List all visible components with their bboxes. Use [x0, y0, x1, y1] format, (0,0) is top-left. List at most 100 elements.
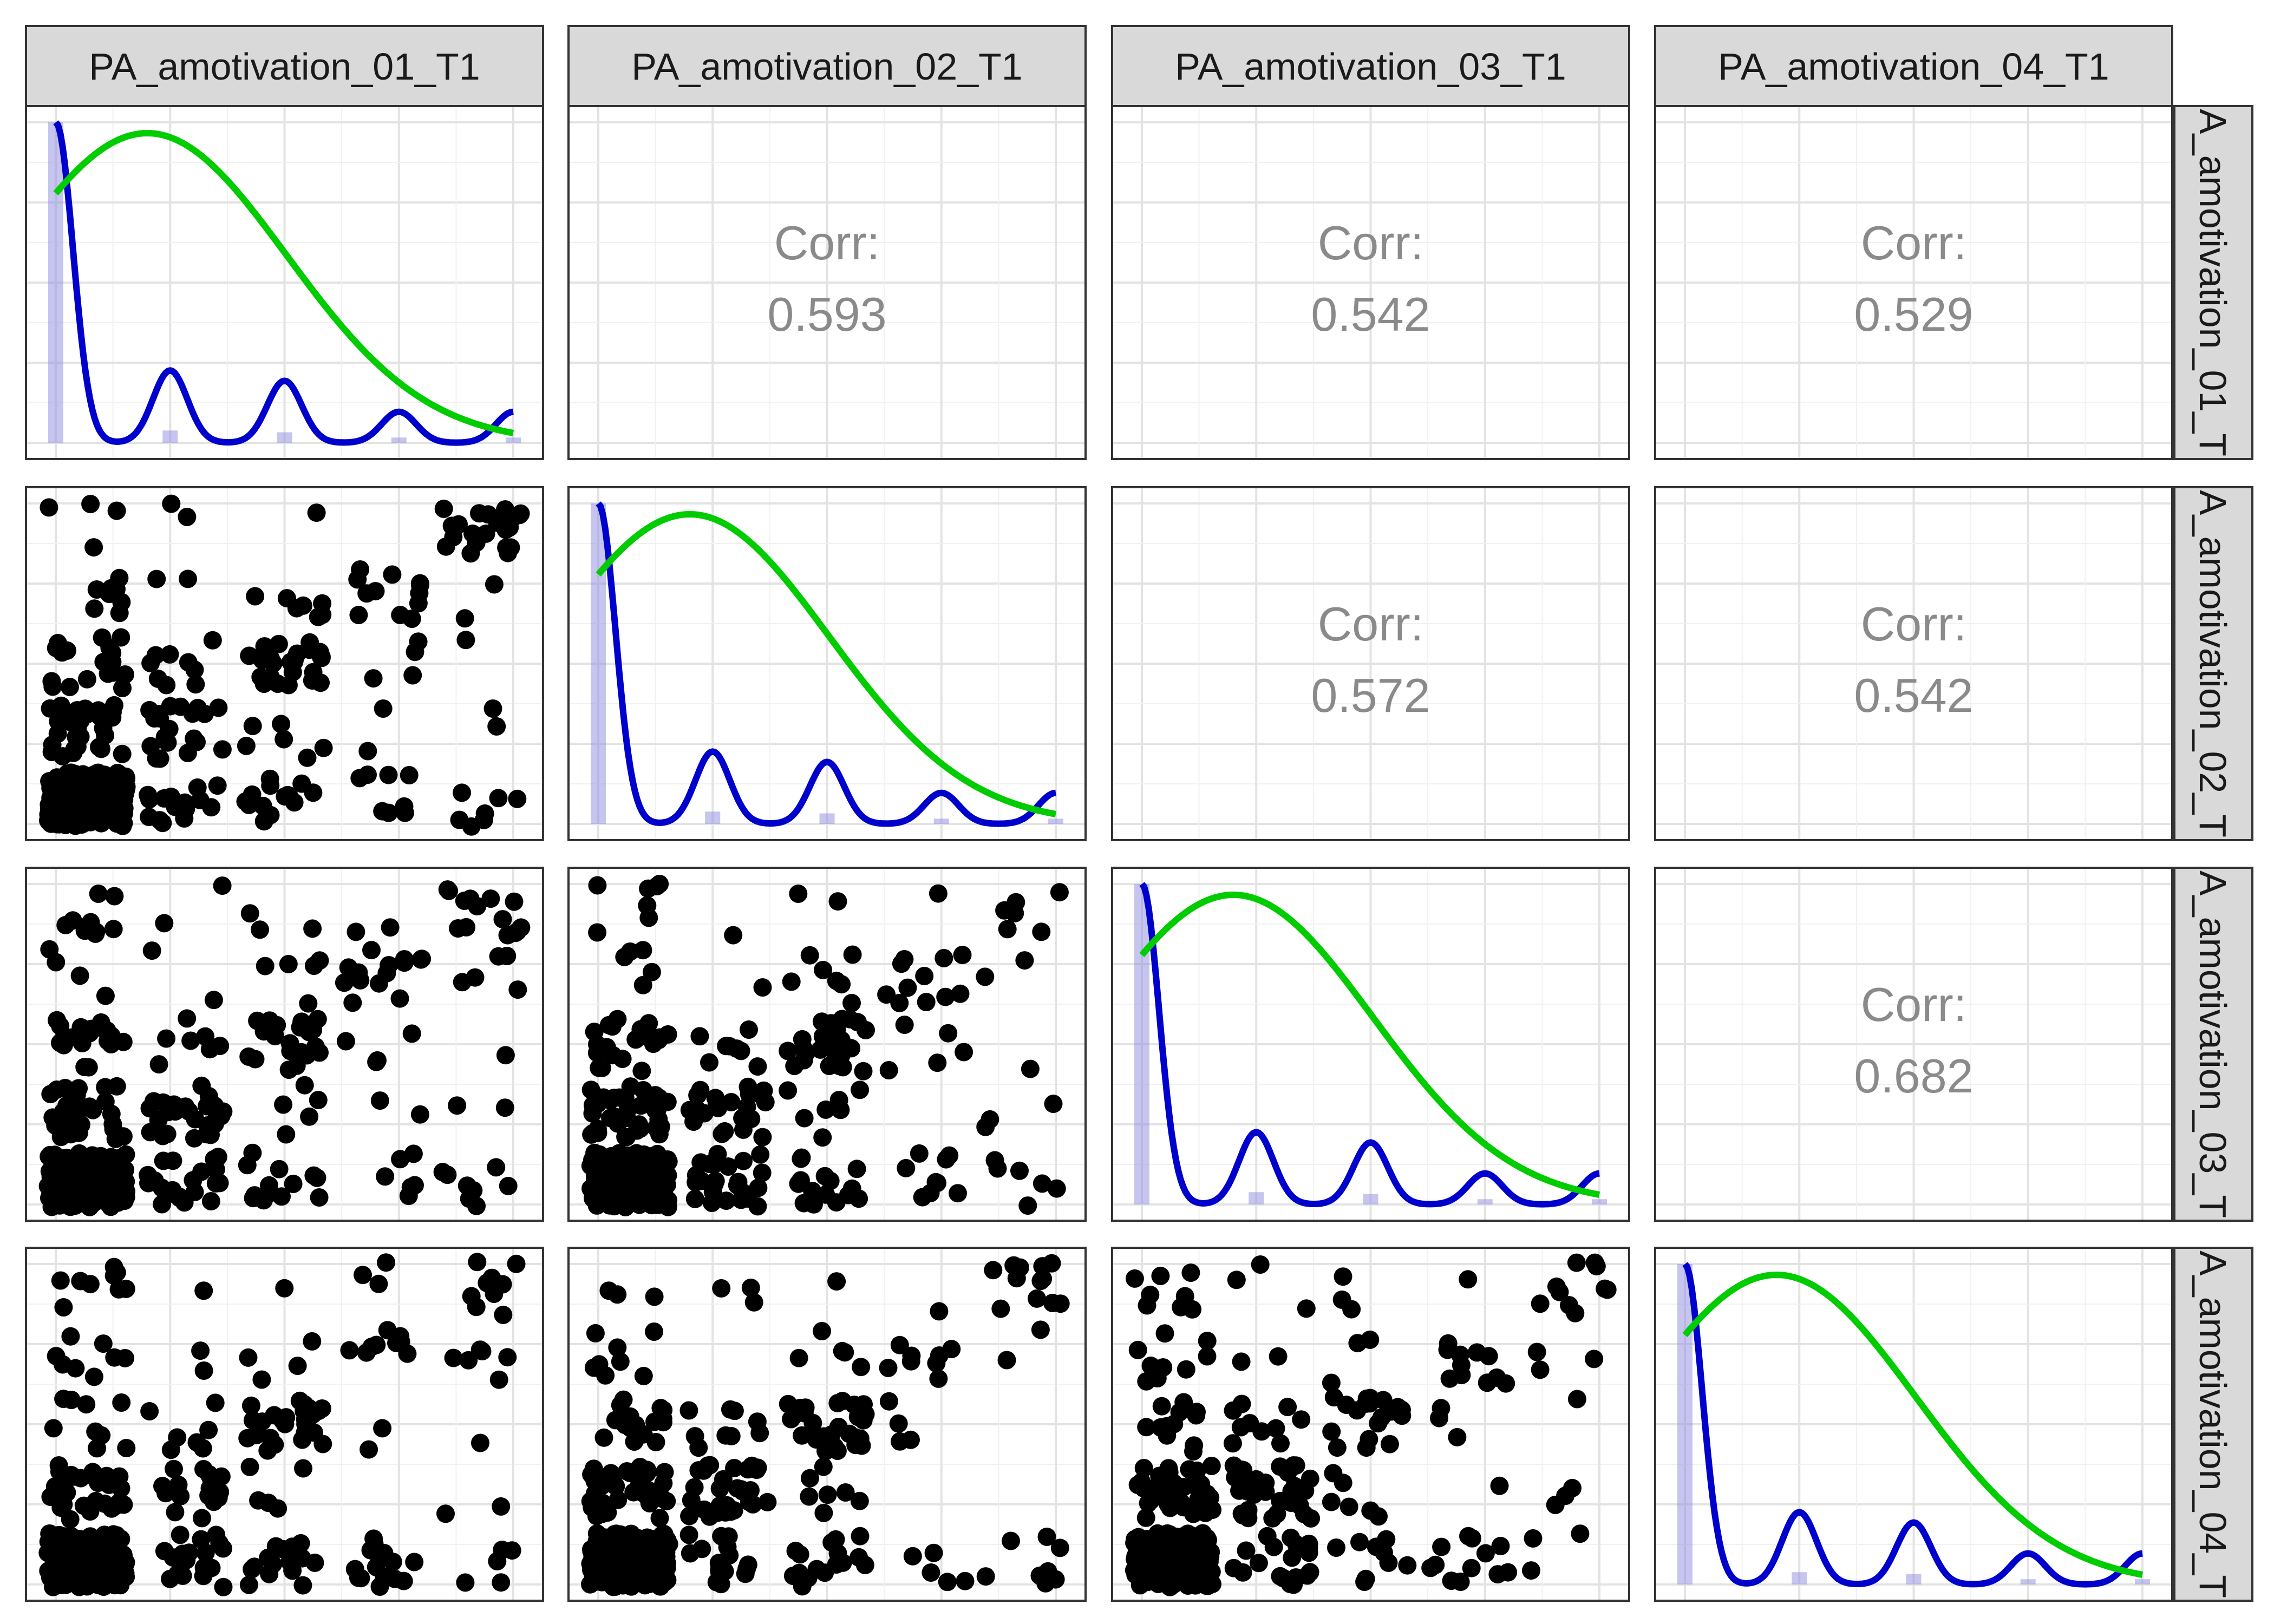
scatter-point: [77, 670, 96, 689]
scatter-point: [375, 1567, 393, 1586]
scatter-point: [842, 993, 861, 1012]
scatter-point: [69, 1079, 88, 1098]
scatter-point: [898, 978, 917, 997]
scatter-point: [706, 1171, 725, 1190]
scatter-point: [1440, 1369, 1459, 1388]
scatter-point: [729, 1173, 748, 1191]
scatter-point: [395, 797, 414, 816]
scatter-point: [616, 1088, 635, 1107]
scatter-point: [40, 940, 59, 959]
scatter-point: [584, 1358, 603, 1377]
scatter-point: [1177, 1360, 1195, 1379]
histogram-bar: [2020, 1579, 2036, 1584]
scatter-point: [113, 679, 132, 698]
panel-border: [1654, 105, 2173, 460]
scatter-point: [913, 1188, 932, 1207]
scatter-point: [1263, 1509, 1282, 1528]
scatter-point: [645, 1099, 664, 1118]
scatter-point: [494, 1305, 513, 1324]
scatter-point: [833, 1010, 852, 1029]
scatter-point: [855, 1556, 874, 1575]
scatter-point: [48, 724, 67, 743]
scatter-point: [178, 1009, 197, 1028]
scatter-point: [75, 1058, 94, 1077]
scatter-point: [1160, 1563, 1179, 1582]
scatter-point: [1462, 1558, 1481, 1577]
row-strip-label: A_amotivation_03_T: [2192, 870, 2234, 1218]
scatter-point: [444, 528, 463, 547]
scatter-point: [903, 1547, 922, 1566]
scatter-point: [790, 1563, 809, 1582]
scatter-point: [479, 505, 498, 524]
scatter-point: [818, 1485, 837, 1504]
scatter-point: [682, 1491, 701, 1510]
scatter-point: [106, 1129, 125, 1148]
corr-value: 0.542: [1854, 669, 1973, 722]
scatter-point: [172, 1553, 191, 1572]
scatter-point: [985, 1151, 1004, 1170]
scatter-point: [473, 1342, 492, 1360]
scatter-point: [70, 1577, 89, 1596]
scatter-point: [1180, 1460, 1199, 1479]
scatter-point: [140, 1402, 159, 1420]
scatter-point: [991, 1299, 1010, 1318]
scatter-point: [753, 978, 772, 997]
scatter-point: [795, 1404, 814, 1423]
scatter-point: [1596, 1279, 1615, 1298]
scatter-point: [399, 1187, 418, 1206]
scatter-point: [1288, 1489, 1306, 1508]
scatter-point: [1348, 1334, 1367, 1353]
scatter-point: [654, 1474, 673, 1493]
scatter-point: [795, 1109, 814, 1128]
corr-value: 0.593: [767, 287, 886, 341]
scatter-point: [258, 1441, 277, 1460]
scatter-point: [44, 1419, 63, 1438]
scatter-point: [895, 1016, 914, 1034]
scatter-point: [1393, 1406, 1412, 1425]
scatter-point: [440, 881, 458, 900]
scatter-point: [269, 634, 288, 653]
scatter-point: [1051, 1294, 1070, 1313]
scatter-point: [1198, 1347, 1217, 1366]
scatter-point: [1269, 1347, 1288, 1366]
scatter-point: [274, 1095, 293, 1114]
scatter-point: [1155, 1324, 1174, 1343]
scatter-point: [1032, 922, 1051, 941]
scatter-point: [1522, 1561, 1540, 1580]
scatter-point: [634, 1366, 653, 1385]
scatter-point: [239, 795, 258, 814]
scatter-point: [615, 947, 634, 966]
normal-density-line: [1682, 1272, 2144, 1578]
scatter-point: [633, 941, 652, 960]
scatter-point: [1374, 1543, 1393, 1562]
scatter-point: [804, 1195, 823, 1214]
scatter-point: [89, 803, 108, 822]
scatter-point: [246, 587, 265, 606]
scatter-point: [70, 966, 89, 985]
scatter-point: [306, 1037, 325, 1056]
scatter-point: [750, 1424, 769, 1443]
column-strip-box: [567, 25, 1087, 107]
scatter-point: [499, 1176, 518, 1195]
panel-border: [1111, 867, 1630, 1222]
scatter-point: [1165, 1474, 1184, 1492]
scatter-point: [272, 715, 291, 734]
scatter-point: [656, 1175, 675, 1194]
scatter-point: [1184, 1442, 1203, 1461]
scatter-point: [46, 1191, 65, 1209]
scatter-point: [288, 1357, 307, 1376]
scatter-point: [381, 918, 400, 937]
scatter-point: [109, 1280, 128, 1299]
scatter-point: [192, 1509, 211, 1528]
scatter-point: [279, 955, 298, 973]
scatter-point: [260, 769, 279, 788]
scatter-point: [149, 1055, 168, 1074]
scatter-point: [700, 1053, 718, 1072]
scatter-point: [1357, 1389, 1376, 1408]
scatter-point: [339, 958, 358, 977]
scatter-point: [1567, 1253, 1586, 1272]
scatter-point: [1139, 1561, 1158, 1580]
scatter-point: [463, 524, 482, 543]
scatter-point: [854, 1062, 873, 1081]
scatter-point: [1002, 1531, 1020, 1550]
